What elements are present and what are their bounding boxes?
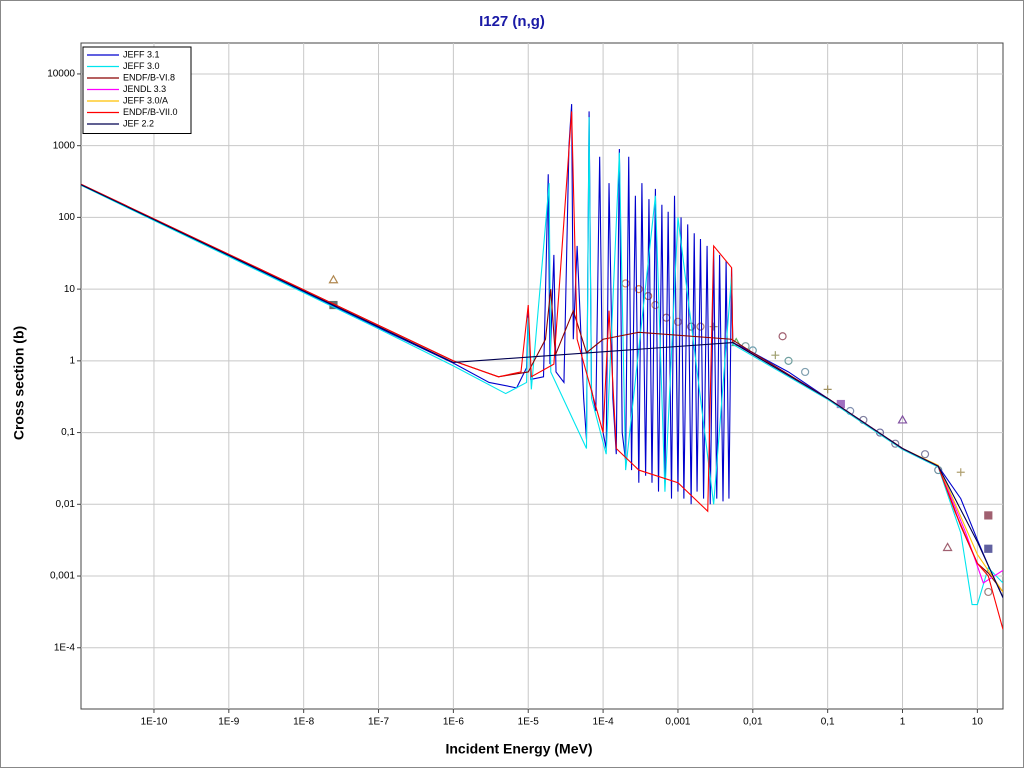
data-point xyxy=(897,414,908,424)
data-point xyxy=(673,317,683,326)
data-point xyxy=(771,351,780,360)
data-point xyxy=(731,337,742,347)
data-point xyxy=(942,542,953,552)
x-tick-label: 1E-6 xyxy=(443,717,465,728)
legend-box xyxy=(82,46,192,134)
x-tick-label: 1 xyxy=(900,717,906,728)
data-point xyxy=(778,332,787,341)
legend-label: JEFF 3.0 xyxy=(123,61,160,71)
y-tick-label: 10 xyxy=(64,284,76,295)
legend-label: JENDL 3.3 xyxy=(123,84,166,94)
series-line xyxy=(81,184,1003,598)
legend-label: JEFF 3.0/A xyxy=(123,95,168,105)
data-point xyxy=(984,587,993,597)
y-tick-label: 0,01 xyxy=(56,499,76,510)
x-tick-label: 1E-9 xyxy=(218,717,240,728)
data-point xyxy=(956,468,965,477)
y-tick-label: 1E-4 xyxy=(54,642,76,653)
y-tick-label: 1 xyxy=(69,355,75,366)
x-tick-label: 1E-10 xyxy=(141,717,168,728)
data-point xyxy=(801,367,810,377)
series-line xyxy=(81,117,1003,606)
data xyxy=(81,104,1003,630)
y-tick-label: 10000 xyxy=(47,69,75,80)
plot-area xyxy=(80,42,1004,710)
data-point xyxy=(696,322,705,331)
y-tick-label: 100 xyxy=(58,212,75,223)
y-tick-label: 1000 xyxy=(53,140,76,151)
y-tick-label: 0,1 xyxy=(61,427,75,438)
data-point xyxy=(823,385,832,394)
x-tick-label: 0,001 xyxy=(665,717,690,728)
grid: 1E-10 1E-9 1E-8 1E-7 1E-6 1E-5 1E-4 0,001 0,01 0,… xyxy=(47,43,1003,728)
x-tick-label: 0,01 xyxy=(743,717,763,728)
legend-label: ENDF/B-VII.0 xyxy=(123,107,178,117)
x-tick-label: 1E-7 xyxy=(368,717,390,728)
x-axis-label: Incident Energy (MeV) xyxy=(445,741,592,757)
data-point xyxy=(784,356,793,365)
data-point xyxy=(984,511,993,520)
legend-label: JEF 2.2 xyxy=(123,118,154,128)
legend-label: ENDF/B-VI.8 xyxy=(123,72,175,82)
data-point xyxy=(891,439,900,448)
data-point xyxy=(920,450,930,459)
data-point xyxy=(709,322,718,331)
data-point xyxy=(328,274,339,284)
data-point xyxy=(634,285,643,294)
x-tick-label: 1E-8 xyxy=(293,717,315,728)
legend-label: JEFF 3.1 xyxy=(123,49,160,59)
chart-title: I127 (n,g) xyxy=(479,13,545,30)
y-tick-label: 0,001 xyxy=(50,571,75,582)
data-point xyxy=(984,544,993,553)
x-tick-label: 1E-5 xyxy=(518,717,540,728)
y-axis-label: Cross section (b) xyxy=(11,326,27,440)
x-tick-label: 1E-4 xyxy=(593,717,615,728)
x-tick-label: 10 xyxy=(972,717,984,728)
x-tick-label: 0,1 xyxy=(821,717,835,728)
